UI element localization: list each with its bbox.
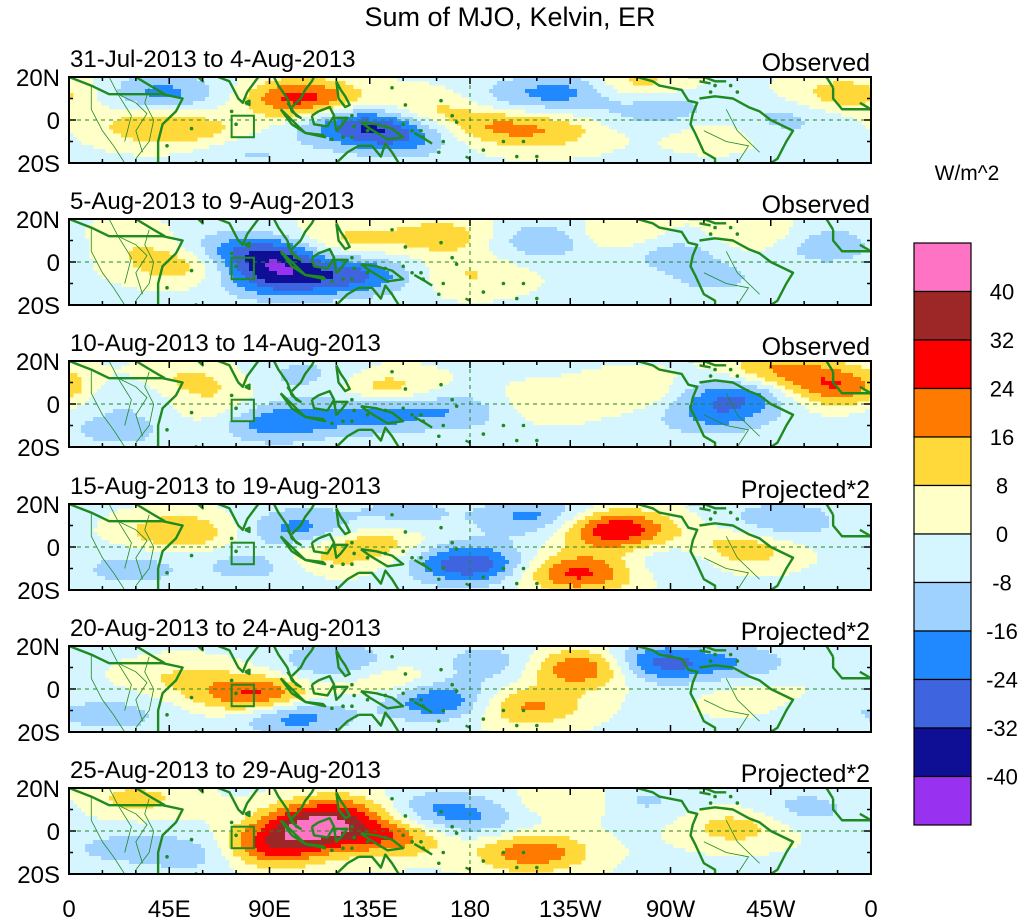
y-tick-label: 20S xyxy=(17,720,60,747)
panel-1: 20N 0 20S 31-Jul-2013 to 4-Aug-2013 Observed xyxy=(16,46,872,178)
panels: 20N 0 20S 31-Jul-2013 to 4-Aug-2013 Observed… xyxy=(16,46,872,889)
panel-date-range: 25-Aug-2013 to 29-Aug-2013 xyxy=(70,757,381,784)
colorbar-swatch xyxy=(913,630,972,681)
colorbar-swatch xyxy=(913,242,972,293)
x-tick-label: 90E xyxy=(248,896,291,921)
x-tick-label: 0 xyxy=(62,896,75,921)
y-tick-label: 0 xyxy=(47,108,60,135)
colorbar-swatch xyxy=(913,727,972,778)
y-tick-label: 20N xyxy=(16,65,60,92)
panel-field xyxy=(69,219,871,305)
y-tick-label: 20N xyxy=(16,776,60,803)
colorbar-level-label: 32 xyxy=(990,328,1014,353)
colorbar-swatch xyxy=(913,533,972,584)
y-tick-label: 0 xyxy=(47,250,60,277)
x-axis: 0 45E 90E 135E 180 135W 90W 45W 0 xyxy=(62,896,877,921)
y-tick-label: 0 xyxy=(47,677,60,704)
panel-3: 20N 0 20S 10-Aug-2013 to 14-Aug-2013 Observe… xyxy=(16,330,872,462)
colorbar-level-label: 16 xyxy=(990,425,1014,450)
y-tick-label: 20S xyxy=(17,435,60,462)
x-tick-label: 90W xyxy=(646,896,696,921)
colorbar: W/m^2 40 32 24 16 8 0 -8 -16 -24 -32 -40 xyxy=(913,162,1018,826)
colorbar-level-label: 24 xyxy=(990,377,1014,402)
y-tick-label: 0 xyxy=(47,819,60,846)
colorbar-level-label: -40 xyxy=(986,765,1018,790)
panel-6: 20N 0 20S 25-Aug-2013 to 29-Aug-2013 Project… xyxy=(16,757,872,889)
panel-label: Observed xyxy=(762,333,870,361)
panel-date-range: 20-Aug-2013 to 24-Aug-2013 xyxy=(70,615,381,642)
colorbar-swatch xyxy=(913,678,972,729)
y-tick-label: 20N xyxy=(16,349,60,376)
colorbar-swatch xyxy=(913,436,972,487)
colorbar-level-label: -32 xyxy=(986,716,1018,741)
x-tick-label: 45E xyxy=(148,896,191,921)
x-tick-label: 180 xyxy=(450,896,490,921)
panel-date-range: 15-Aug-2013 to 19-Aug-2013 xyxy=(70,473,381,500)
panel-field xyxy=(69,361,871,447)
panel-5: 20N 0 20S 20-Aug-2013 to 24-Aug-2013 Project… xyxy=(16,615,872,747)
y-tick-label: 20N xyxy=(16,207,60,234)
colorbar-level-label: -8 xyxy=(992,571,1012,596)
colorbar-unit-label: W/m^2 xyxy=(935,162,1000,185)
y-tick-label: 20S xyxy=(17,578,60,605)
colorbar-level-label: 0 xyxy=(996,522,1008,547)
panel-label: Projected*2 xyxy=(741,760,870,788)
colorbar-swatch xyxy=(913,581,972,632)
y-tick-label: 20S xyxy=(17,862,60,889)
x-tick-label: 135W xyxy=(539,896,602,921)
panel-field xyxy=(69,646,871,732)
panel-date-range: 31-Jul-2013 to 4-Aug-2013 xyxy=(70,46,356,73)
panel-field xyxy=(69,504,871,590)
panel-field xyxy=(69,77,871,163)
y-tick-label: 20N xyxy=(16,492,60,519)
panel-2: 20N 0 20S 5-Aug-2013 to 9-Aug-2013 Observed xyxy=(16,188,872,320)
chart-title: Sum of MJO, Kelvin, ER xyxy=(364,2,655,32)
colorbar-swatch xyxy=(913,775,972,826)
colorbar-level-label: -24 xyxy=(986,668,1018,693)
panel-label: Projected*2 xyxy=(741,618,870,646)
panel-4: 20N 0 20S 15-Aug-2013 to 19-Aug-2013 Project… xyxy=(16,473,872,605)
panel-label: Observed xyxy=(762,49,870,77)
panel-label: Projected*2 xyxy=(741,476,870,504)
y-tick-label: 0 xyxy=(47,535,60,562)
colorbar-swatch xyxy=(913,484,972,535)
colorbar-level-label: -16 xyxy=(986,619,1018,644)
x-tick-label: 0 xyxy=(864,896,877,921)
y-tick-label: 20S xyxy=(17,293,60,320)
y-tick-label: 20S xyxy=(17,151,60,178)
x-tick-label: 45W xyxy=(746,896,796,921)
x-tick-label: 135E xyxy=(342,896,398,921)
panel-date-range: 10-Aug-2013 to 14-Aug-2013 xyxy=(70,330,381,357)
panel-field xyxy=(69,788,871,874)
colorbar-swatch xyxy=(913,387,972,438)
colorbar-swatch xyxy=(913,339,972,390)
colorbar-swatch xyxy=(913,290,972,341)
panel-label: Observed xyxy=(762,191,870,219)
colorbar-level-label: 40 xyxy=(990,280,1014,305)
panel-date-range: 5-Aug-2013 to 9-Aug-2013 xyxy=(70,188,354,215)
y-tick-label: 0 xyxy=(47,392,60,419)
y-tick-label: 20N xyxy=(16,634,60,661)
colorbar-level-label: 8 xyxy=(996,474,1008,499)
